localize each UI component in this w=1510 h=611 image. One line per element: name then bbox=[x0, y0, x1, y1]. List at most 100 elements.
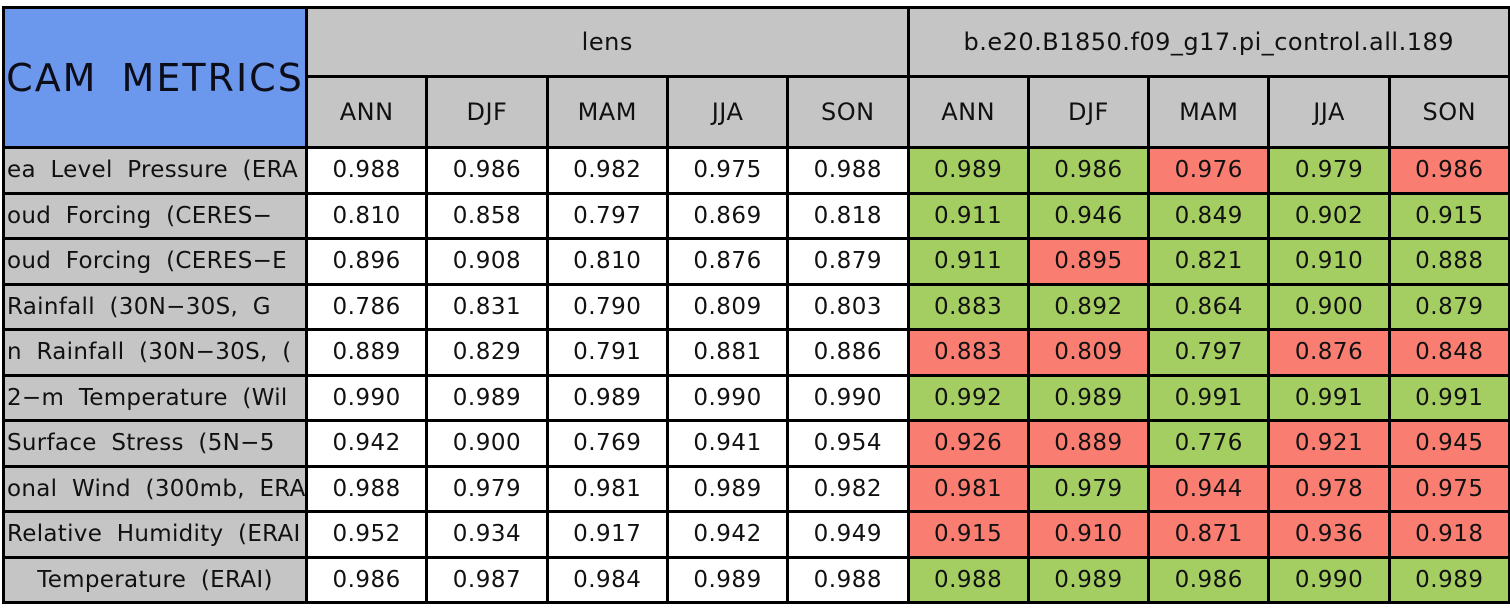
metric-value-cell-control: 0.986 bbox=[1029, 149, 1148, 192]
season-header-control-djf: DJF bbox=[1029, 78, 1148, 146]
metric-value-cell-control: 0.797 bbox=[1150, 331, 1268, 374]
metric-value-cell-lens: 0.869 bbox=[668, 194, 787, 237]
metric-value-cell-lens: 0.988 bbox=[308, 467, 426, 510]
table-title: CAM METRICS bbox=[5, 9, 305, 146]
metric-value-cell-lens: 0.982 bbox=[548, 149, 666, 192]
metric-value-cell-control: 0.946 bbox=[1029, 194, 1148, 237]
metric-value-cell-control: 0.944 bbox=[1150, 467, 1268, 510]
metric-value-cell-lens: 0.987 bbox=[428, 558, 546, 601]
metric-value-cell-control: 0.879 bbox=[1390, 285, 1508, 328]
metric-value-cell-control: 0.911 bbox=[909, 194, 1027, 237]
metric-value-cell-lens: 0.990 bbox=[308, 376, 426, 419]
metric-value-cell-lens: 0.803 bbox=[789, 285, 907, 328]
metric-value-cell-lens: 0.791 bbox=[548, 331, 666, 374]
metric-value-cell-control: 0.895 bbox=[1029, 240, 1148, 283]
season-header-control-mam: MAM bbox=[1150, 78, 1268, 146]
metric-value-cell-control: 0.978 bbox=[1270, 467, 1388, 510]
metric-value-cell-lens: 0.984 bbox=[548, 558, 666, 601]
metric-value-cell-control: 0.981 bbox=[909, 467, 1027, 510]
metric-value-cell-control: 0.821 bbox=[1150, 240, 1268, 283]
metric-value-cell-lens: 0.900 bbox=[428, 422, 546, 465]
metric-value-cell-lens: 0.989 bbox=[548, 376, 666, 419]
metric-value-cell-lens: 0.790 bbox=[548, 285, 666, 328]
metric-value-cell-lens: 0.818 bbox=[789, 194, 907, 237]
metric-value-cell-lens: 0.990 bbox=[668, 376, 787, 419]
row-label: ea Level Pressure (ERA bbox=[5, 149, 305, 192]
metric-value-cell-control: 0.989 bbox=[1029, 376, 1148, 419]
metric-value-cell-control: 0.915 bbox=[1390, 194, 1508, 237]
season-header-control-son: SON bbox=[1390, 78, 1508, 146]
metric-value-cell-lens: 0.982 bbox=[789, 467, 907, 510]
metric-value-cell-control: 0.915 bbox=[909, 513, 1027, 556]
season-header-lens-jja: JJA bbox=[668, 78, 787, 146]
metric-value-cell-control: 0.992 bbox=[909, 376, 1027, 419]
metric-value-cell-lens: 0.829 bbox=[428, 331, 546, 374]
metric-value-cell-lens: 0.876 bbox=[668, 240, 787, 283]
metric-value-cell-control: 0.911 bbox=[909, 240, 1027, 283]
metric-value-cell-lens: 0.831 bbox=[428, 285, 546, 328]
metric-value-cell-lens: 0.986 bbox=[308, 558, 426, 601]
metric-value-cell-lens: 0.949 bbox=[789, 513, 907, 556]
metric-value-cell-lens: 0.934 bbox=[428, 513, 546, 556]
metric-value-cell-control: 0.883 bbox=[909, 285, 1027, 328]
metric-value-cell-lens: 0.988 bbox=[308, 149, 426, 192]
metric-value-cell-control: 0.991 bbox=[1150, 376, 1268, 419]
metric-value-cell-lens: 0.988 bbox=[789, 149, 907, 192]
metric-value-cell-lens: 0.979 bbox=[428, 467, 546, 510]
metric-value-cell-lens: 0.810 bbox=[308, 194, 426, 237]
row-label: oud Forcing (CERES− bbox=[5, 194, 305, 237]
metric-value-cell-lens: 0.989 bbox=[428, 376, 546, 419]
metric-value-cell-control: 0.892 bbox=[1029, 285, 1148, 328]
metric-value-cell-control: 0.889 bbox=[1029, 422, 1148, 465]
metric-value-cell-control: 0.979 bbox=[1029, 467, 1148, 510]
season-header-control-jja: JJA bbox=[1270, 78, 1388, 146]
metric-value-cell-lens: 0.975 bbox=[668, 149, 787, 192]
metric-value-cell-lens: 0.941 bbox=[668, 422, 787, 465]
metric-value-cell-lens: 0.942 bbox=[668, 513, 787, 556]
metric-value-cell-lens: 0.858 bbox=[428, 194, 546, 237]
metric-value-cell-control: 0.883 bbox=[909, 331, 1027, 374]
metric-value-cell-control: 0.848 bbox=[1390, 331, 1508, 374]
group-header-control-case: b.e20.B1850.f09_g17.pi_control.all.189 bbox=[909, 9, 1508, 75]
metric-value-cell-control: 0.976 bbox=[1150, 149, 1268, 192]
metric-value-cell-control: 0.921 bbox=[1270, 422, 1388, 465]
metric-value-cell-control: 0.979 bbox=[1270, 149, 1388, 192]
row-label: oud Forcing (CERES−E bbox=[5, 240, 305, 283]
metric-value-cell-control: 0.902 bbox=[1270, 194, 1388, 237]
metric-value-cell-control: 0.918 bbox=[1390, 513, 1508, 556]
season-header-lens-djf: DJF bbox=[428, 78, 546, 146]
row-label: Rainfall (30N−30S, G bbox=[5, 285, 305, 328]
metric-value-cell-control: 0.871 bbox=[1150, 513, 1268, 556]
season-header-control-ann: ANN bbox=[909, 78, 1027, 146]
season-header-lens-mam: MAM bbox=[548, 78, 666, 146]
metric-value-cell-lens: 0.797 bbox=[548, 194, 666, 237]
metric-value-cell-lens: 0.809 bbox=[668, 285, 787, 328]
metric-value-cell-lens: 0.769 bbox=[548, 422, 666, 465]
metric-value-cell-control: 0.988 bbox=[909, 558, 1027, 601]
metric-value-cell-control: 0.926 bbox=[909, 422, 1027, 465]
cam-metrics-table: CAM METRICS lens b.e20.B1850.f09_g17.pi_… bbox=[2, 6, 1510, 604]
metric-value-cell-control: 0.876 bbox=[1270, 331, 1388, 374]
metric-value-cell-control: 0.776 bbox=[1150, 422, 1268, 465]
row-label: onal Wind (300mb, ERA bbox=[5, 467, 305, 510]
metric-value-cell-lens: 0.896 bbox=[308, 240, 426, 283]
metric-value-cell-lens: 0.952 bbox=[308, 513, 426, 556]
row-label: Relative Humidity (ERAI bbox=[5, 513, 305, 556]
metric-value-cell-lens: 0.886 bbox=[789, 331, 907, 374]
metric-value-cell-lens: 0.786 bbox=[308, 285, 426, 328]
metric-value-cell-lens: 0.989 bbox=[668, 467, 787, 510]
metric-value-cell-control: 0.986 bbox=[1390, 149, 1508, 192]
metric-value-cell-lens: 0.810 bbox=[548, 240, 666, 283]
metric-value-cell-lens: 0.942 bbox=[308, 422, 426, 465]
metric-value-cell-lens: 0.981 bbox=[548, 467, 666, 510]
metric-value-cell-control: 0.910 bbox=[1270, 240, 1388, 283]
metric-value-cell-lens: 0.917 bbox=[548, 513, 666, 556]
metric-value-cell-control: 0.975 bbox=[1390, 467, 1508, 510]
metric-value-cell-lens: 0.908 bbox=[428, 240, 546, 283]
metric-value-cell-lens: 0.889 bbox=[308, 331, 426, 374]
metric-value-cell-lens: 0.881 bbox=[668, 331, 787, 374]
row-label: 2−m Temperature (Wil bbox=[5, 376, 305, 419]
metric-value-cell-lens: 0.990 bbox=[789, 376, 907, 419]
metric-value-cell-control: 0.989 bbox=[1029, 558, 1148, 601]
metric-value-cell-lens: 0.954 bbox=[789, 422, 907, 465]
